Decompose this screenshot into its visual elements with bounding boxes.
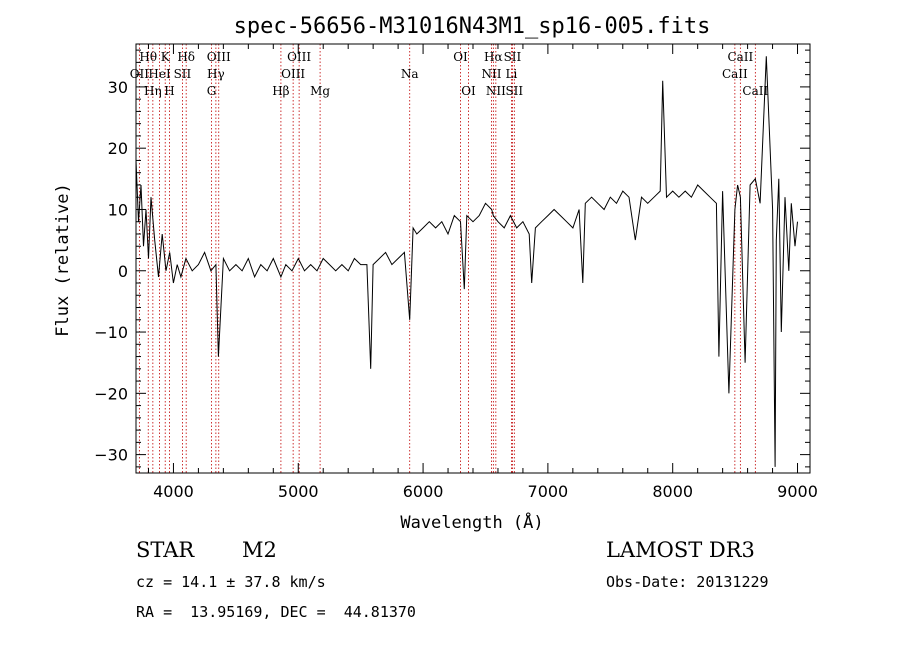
line-label-6: Hδ [177, 50, 195, 64]
line-label-0: Hθ [139, 50, 157, 64]
line-label-15: Na [401, 67, 419, 81]
x-axis-ticks: 4000 5000 6000 7000 8000 9000 [147, 44, 818, 501]
object-class: STAR [136, 538, 195, 562]
x-tick-label: 4000 [153, 482, 194, 501]
line-label-1: OII [130, 67, 150, 81]
spectral-line-markers [138, 44, 756, 473]
line-label-9: Hγ [207, 67, 225, 81]
line-label-5: H [164, 84, 174, 98]
x-tick-label: 5000 [278, 482, 319, 501]
line-label-17: OI [461, 84, 476, 98]
y-axis-ticks: −30 −20 −10 0 10 20 30 [94, 49, 810, 468]
survey-name: LAMOST DR3 [606, 538, 755, 562]
obs-date: Obs-Date: 20131229 [606, 573, 769, 591]
x-tick-label: 8000 [652, 482, 693, 501]
line-label-4: HeI [148, 67, 171, 81]
line-label-7: SII [174, 67, 192, 81]
line-label-13: Hβ [272, 84, 289, 98]
y-axis-label: Flux (relative) [53, 183, 73, 337]
line-label-11: OIII [287, 50, 311, 64]
line-label-3: K [161, 50, 171, 64]
line-label-26: CaII [742, 84, 768, 98]
spectrum-line [135, 56, 798, 467]
line-label-18: Hα [484, 50, 503, 64]
line-label-8: OIII [207, 50, 231, 64]
y-tick-label: 20 [108, 139, 128, 158]
line-label-2: Hη [144, 84, 162, 98]
x-tick-label: 7000 [528, 482, 569, 501]
line-label-12: OIII [281, 67, 305, 81]
chart-title: spec-56656-M31016N43M1_sp16-005.fits [234, 14, 711, 39]
y-tick-label: 30 [108, 78, 128, 97]
coordinates: RA = 13.95169, DEC = 44.81370 [136, 603, 416, 621]
y-tick-label: −20 [94, 384, 128, 403]
line-label-20: NII [481, 67, 501, 81]
x-tick-label: 9000 [777, 482, 818, 501]
y-tick-label: −30 [94, 446, 128, 465]
line-label-24: CaII [727, 50, 753, 64]
line-label-21: Li [506, 67, 518, 81]
x-axis-label: Wavelength (Å) [400, 511, 543, 533]
plot-frame [135, 43, 811, 474]
line-label-25: CaII [722, 67, 748, 81]
y-tick-label: −10 [94, 323, 128, 342]
line-label-16: OI [453, 50, 468, 64]
line-label-10: G [207, 84, 217, 98]
line-label-19: SII [504, 50, 522, 64]
line-label-23: SII [505, 84, 523, 98]
y-tick-label: 0 [118, 262, 128, 281]
line-label-14: Mg [310, 84, 330, 98]
spectral-line-labels: Hθ OII Hη K HeI H Hδ SII OIII Hγ G OIII OIII Hβ Mg Na OI… [130, 50, 769, 98]
y-tick-label: 10 [108, 200, 128, 219]
object-subclass: M2 [242, 538, 277, 562]
spectrum-chart: spec-56656-M31016N43M1_sp16-005.fits Hθ O… [53, 14, 818, 533]
redshift-text: cz = 14.1 ± 37.8 km/s [136, 573, 326, 591]
line-label-22: NII [486, 84, 506, 98]
x-tick-label: 6000 [403, 482, 444, 501]
